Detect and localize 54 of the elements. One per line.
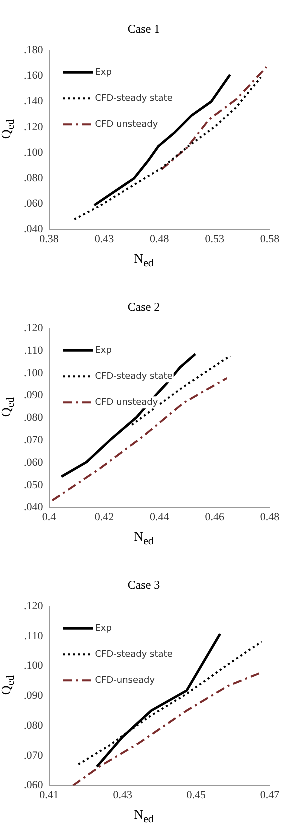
y-tick-label: .040 — [24, 224, 44, 236]
legend-label: CFD-steady state — [95, 650, 174, 660]
legend-label: Exp — [95, 346, 112, 356]
y-tick-label: .120 — [24, 322, 44, 334]
y-tick-label: .070 — [24, 434, 44, 446]
y-tick-label: .090 — [24, 390, 44, 402]
y-tick-label: .110 — [24, 630, 44, 642]
y-tick-label: .100 — [24, 146, 44, 159]
x-tick-label: 0.45 — [186, 789, 207, 802]
x-tick-label: 0.47 — [260, 789, 280, 802]
x-tick-label: 0.42 — [94, 511, 114, 524]
y-tick-label: .060 — [24, 780, 44, 792]
chart-title: Case 3 — [126, 578, 162, 593]
legend-label: Exp — [95, 624, 112, 634]
x-tick-label: 0.38 — [40, 233, 60, 246]
y-tick-label: .120 — [24, 121, 44, 134]
legend-label: Exp — [95, 68, 112, 78]
y-tick-label: .080 — [24, 412, 44, 424]
chart-title: Case 2 — [126, 300, 162, 315]
x-tick-label: 0.48 — [260, 511, 280, 524]
y-tick-label: .060 — [24, 456, 44, 469]
x-axis-title: N$_{ed}$ — [133, 529, 155, 548]
y-tick-label: .180 — [24, 44, 44, 56]
y-tick-label: .100 — [24, 660, 44, 672]
legend-label: CFD-steady state — [95, 94, 174, 104]
legend-label: CFD-unseady — [95, 676, 156, 686]
y-tick-label: .100 — [24, 367, 44, 380]
y-tick-label: .050 — [24, 479, 44, 492]
y-tick-label: .080 — [24, 172, 44, 184]
y-tick-label: .060 — [24, 198, 44, 210]
x-tick-label: 0.44 — [150, 511, 170, 524]
y-tick-label: .140 — [24, 96, 44, 108]
y-tick-label: .110 — [24, 344, 44, 357]
x-tick-label: 0.41 — [40, 789, 59, 802]
x-tick-label: 0.58 — [260, 233, 280, 246]
legend-label: CFD-steady state — [95, 372, 174, 382]
legend-label: CFD unsteady — [95, 398, 159, 408]
x-axis-title: N$_{ed}$ — [133, 807, 155, 826]
y-tick-label: .070 — [24, 750, 44, 762]
x-tick-label: 0.48 — [150, 233, 170, 246]
x-tick-label: 0.4 — [42, 511, 57, 524]
x-axis-title: N$_{ed}$ — [133, 251, 155, 270]
line-series — [74, 76, 262, 221]
x-tick-label: 0.43 — [113, 789, 133, 802]
legend-label: CFD unsteady — [95, 120, 159, 130]
x-tick-label: 0.53 — [205, 233, 225, 246]
x-tick-label: 0.43 — [94, 233, 115, 246]
y-tick-label: .160 — [24, 70, 44, 82]
x-tick-label: 0.46 — [205, 511, 225, 524]
chart-title: Case 1 — [126, 22, 162, 37]
y-tick-label: .120 — [24, 600, 44, 612]
y-tick-label: .090 — [24, 690, 44, 702]
y-tick-label: .080 — [24, 720, 44, 732]
y-tick-label: .040 — [24, 502, 44, 514]
